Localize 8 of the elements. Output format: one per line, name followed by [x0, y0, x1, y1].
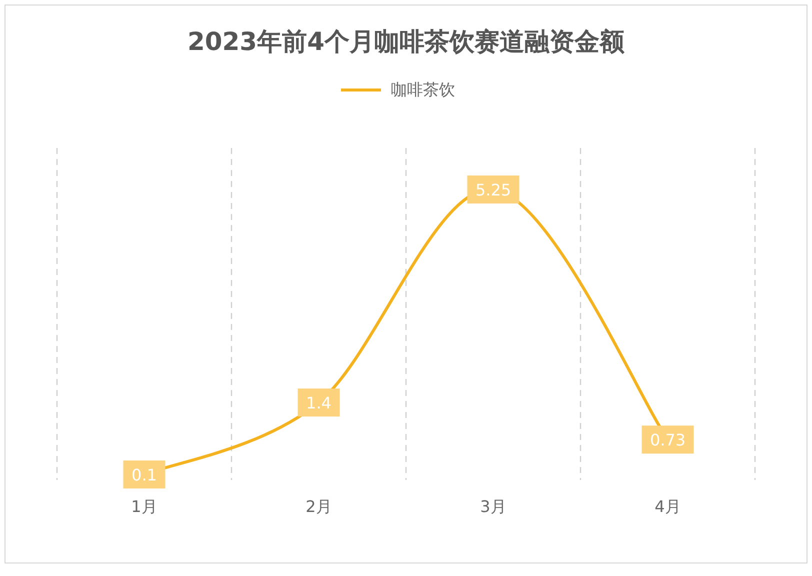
x-tick-label: 3月	[480, 497, 506, 516]
x-tick-label: 2月	[306, 497, 332, 516]
chart-title: 2023年前4个月咖啡茶饮赛道融资金额	[188, 27, 626, 56]
x-tick-label: 1月	[131, 497, 158, 516]
x-tick-label: 4月	[654, 497, 681, 516]
data-label: 0.73	[650, 430, 686, 450]
data-label: 5.25	[475, 180, 512, 200]
legend-label: 咖啡茶饮	[391, 80, 455, 99]
